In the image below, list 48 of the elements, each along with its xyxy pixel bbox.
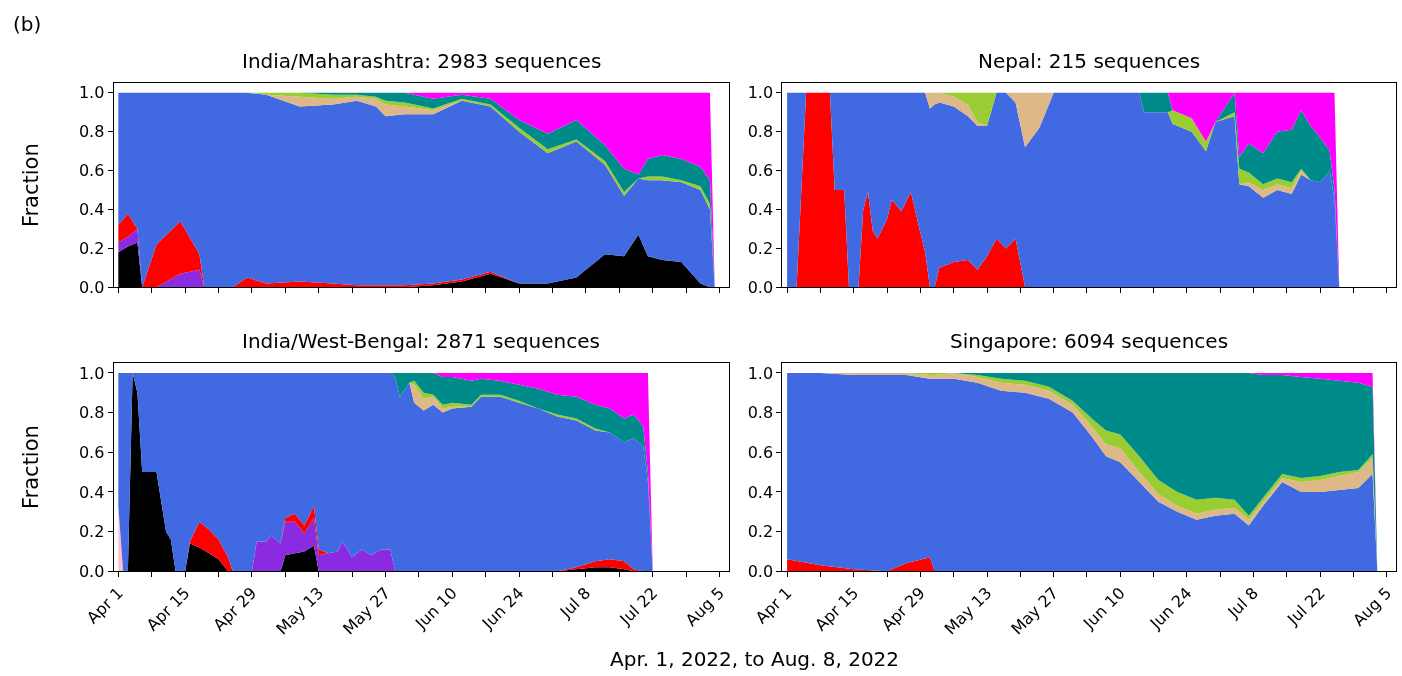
x-tick-label: Jul 8 [555, 583, 595, 623]
y-axis-title: Fraction [18, 425, 43, 509]
y-tick-label: 0.2 [747, 522, 774, 542]
y-tick-label: 1.0 [747, 363, 774, 383]
x-tick-label: Jun 24 [477, 583, 528, 634]
y-tick-label: 0.4 [78, 482, 105, 502]
x-tick-label: Apr 29 [877, 583, 929, 635]
x-tick-label: Apr 15 [811, 583, 863, 635]
y-tick-label: 1.0 [747, 83, 774, 103]
y-tick-label: 0.2 [78, 522, 105, 542]
x-tick-label: Aug 5 [1349, 583, 1396, 630]
y-tick-label: 0.8 [78, 403, 105, 423]
x-tick-label: Apr 1 [751, 583, 796, 628]
text: (b) [13, 12, 42, 36]
x-tick-label: Jun 24 [1145, 583, 1196, 634]
x-tick-label: Apr 1 [83, 583, 127, 628]
y-tick-label: 0.6 [78, 161, 105, 181]
y-tick-label: 0.0 [747, 277, 774, 297]
chart-title: Singapore: 6094 sequences [950, 329, 1229, 353]
chart-title: Nepal: 215 sequences [978, 49, 1201, 73]
y-axis-title: Fraction [18, 143, 43, 228]
chart-title: India/West-Bengal: 2871 sequences [242, 329, 600, 353]
text: Apr. 1, 2022, to Aug. 8, 2022 [610, 647, 900, 671]
y-tick-label: 0.8 [78, 122, 105, 142]
y-tick-label: 0.4 [747, 482, 774, 502]
y-tick-label: 0.4 [78, 200, 105, 220]
x-tick-label: Jul 22 [615, 583, 662, 630]
x-tick-label: Jun 10 [1078, 583, 1129, 634]
y-tick-label: 0.2 [78, 239, 105, 259]
y-tick-label: 0.4 [747, 200, 774, 220]
y-tick-label: 0.6 [747, 161, 774, 181]
y-tick-label: 0.8 [747, 403, 774, 423]
y-tick-label: 0.2 [747, 239, 774, 259]
x-tick-label: Jun 10 [410, 583, 461, 634]
x-tick-label: Aug 5 [681, 583, 728, 630]
y-tick-label: 1.0 [78, 83, 105, 103]
x-tick-label: Apr 15 [142, 583, 194, 635]
y-tick-label: 0.6 [78, 442, 105, 462]
y-tick-label: 0.0 [78, 277, 105, 297]
y-tick-label: 0.8 [747, 122, 774, 142]
y-tick-label: 0.6 [747, 442, 774, 462]
chart-title: India/Maharashtra: 2983 sequences [242, 49, 602, 73]
x-tick-label: Apr 29 [209, 583, 261, 635]
x-tick-label: Jul 8 [1223, 583, 1263, 623]
x-tick-label: Jul 22 [1282, 583, 1329, 630]
y-tick-label: 0.0 [747, 561, 774, 581]
y-tick-label: 0.0 [78, 561, 105, 581]
y-tick-label: 1.0 [78, 363, 105, 383]
